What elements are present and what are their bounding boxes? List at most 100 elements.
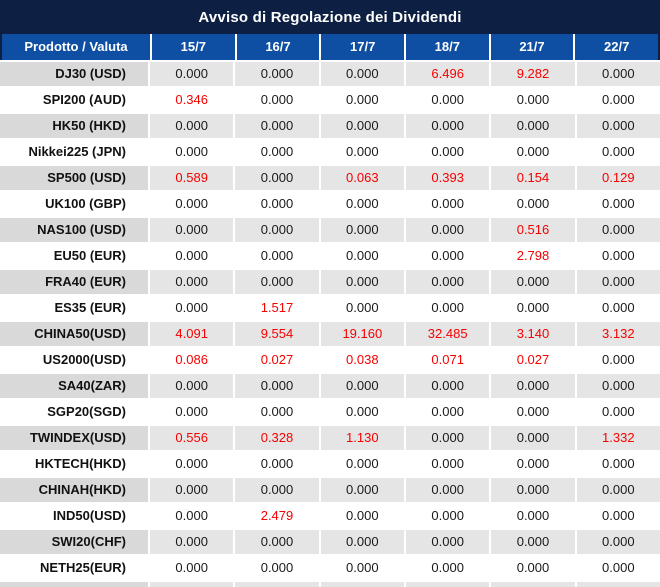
value-cell: 0.000 [576, 88, 660, 112]
product-cell: IND50(USD) [0, 504, 148, 528]
value-cell: 0.000 [150, 374, 234, 398]
table-header-row: Prodotto / Valuta 15/7 16/7 17/7 18/7 21… [0, 34, 660, 60]
value-cell: 0.000 [576, 62, 660, 86]
product-cell: SPI200 (AUD) [0, 88, 148, 112]
value-cell: 3.132 [576, 322, 660, 346]
value-cell: 0.346 [150, 88, 234, 112]
value-cell: 9.554 [235, 322, 319, 346]
column-header-date-5: 21/7 [490, 34, 574, 60]
value-cell: 4.091 [150, 322, 234, 346]
product-cell: SGP20(SGD) [0, 400, 148, 424]
value-cell: 0.000 [576, 452, 660, 476]
table-row: Nikkei225 (JPN) 0.000 0.000 0.000 0.000 0.000… [0, 140, 660, 164]
value-cell: 0.000 [406, 192, 490, 216]
value-cell: 0.000 [150, 530, 234, 554]
product-cell: SP500 (USD) [0, 166, 148, 190]
value-cell: 0.000 [235, 400, 319, 424]
value-cell: 0.000 [491, 374, 575, 398]
value-cell: 0.000 [150, 296, 234, 320]
table-row: UK100 (GBP) 0.000 0.000 0.000 0.000 0.000 0.00… [0, 192, 660, 216]
product-cell: HK50 (HKD) [0, 114, 148, 138]
value-cell: 0.000 [320, 478, 404, 502]
value-cell: 0.000 [320, 452, 404, 476]
value-cell: 0.000 [576, 504, 660, 528]
clipped-next-row-cell [320, 582, 404, 587]
value-cell: 0.000 [406, 452, 490, 476]
value-cell: 0.000 [406, 374, 490, 398]
value-cell: 0.000 [150, 556, 234, 580]
value-cell: 0.000 [491, 452, 575, 476]
value-cell: 0.000 [235, 270, 319, 294]
value-cell: 0.129 [576, 166, 660, 190]
column-header-date-2: 16/7 [236, 34, 320, 60]
value-cell: 0.000 [406, 504, 490, 528]
clipped-next-row-cell [576, 582, 660, 587]
value-cell: 0.000 [235, 556, 319, 580]
value-cell: 0.000 [150, 218, 234, 242]
value-cell: 0.000 [576, 478, 660, 502]
value-cell: 0.000 [235, 374, 319, 398]
clipped-next-row-cell [491, 582, 575, 587]
product-cell: ES35 (EUR) [0, 296, 148, 320]
table-row: SGP20(SGD) 0.000 0.000 0.000 0.000 0.000 0.000 [0, 400, 660, 424]
page-title: Avviso di Regolazione dei Dividendi [198, 8, 462, 26]
value-cell: 0.000 [576, 530, 660, 554]
title-bar: Avviso di Regolazione dei Dividendi [0, 0, 660, 34]
column-header-date-1: 15/7 [152, 34, 235, 60]
table-row: SWI20(CHF) 0.000 0.000 0.000 0.000 0.000 0.000 [0, 530, 660, 554]
value-cell: 0.086 [150, 348, 234, 372]
product-cell: Nikkei225 (JPN) [0, 140, 148, 164]
value-cell: 0.000 [320, 114, 404, 138]
value-cell: 0.000 [150, 400, 234, 424]
value-cell: 0.000 [406, 296, 490, 320]
value-cell: 0.038 [320, 348, 404, 372]
value-cell: 0.000 [150, 452, 234, 476]
value-cell: 0.000 [491, 270, 575, 294]
clipped-next-row [0, 582, 660, 587]
value-cell: 0.556 [150, 426, 234, 450]
product-cell: NETH25(EUR) [0, 556, 148, 580]
value-cell: 0.000 [235, 114, 319, 138]
column-header-date-3: 17/7 [321, 34, 404, 60]
product-cell: CHINAH(HKD) [0, 478, 148, 502]
value-cell: 19.160 [320, 322, 404, 346]
product-cell: US2000(USD) [0, 348, 148, 372]
value-cell: 0.000 [235, 530, 319, 554]
value-cell: 1.332 [576, 426, 660, 450]
column-header-product: Prodotto / Valuta [2, 34, 150, 60]
product-cell: FRA40 (EUR) [0, 270, 148, 294]
value-cell: 0.027 [235, 348, 319, 372]
value-cell: 0.000 [406, 400, 490, 424]
value-cell: 0.000 [235, 478, 319, 502]
clipped-next-row-cell [150, 582, 234, 587]
value-cell: 0.000 [576, 400, 660, 424]
table-row: SPI200 (AUD) 0.346 0.000 0.000 0.000 0.000 0.0… [0, 88, 660, 112]
value-cell: 0.000 [576, 348, 660, 372]
value-cell: 0.000 [235, 62, 319, 86]
product-cell: SA40(ZAR) [0, 374, 148, 398]
value-cell: 0.000 [491, 114, 575, 138]
value-cell: 0.000 [320, 218, 404, 242]
value-cell: 0.000 [320, 88, 404, 112]
product-cell: SWI20(CHF) [0, 530, 148, 554]
product-cell: HKTECH(HKD) [0, 452, 148, 476]
value-cell: 0.000 [320, 504, 404, 528]
value-cell: 0.393 [406, 166, 490, 190]
value-cell: 0.000 [576, 270, 660, 294]
value-cell: 0.000 [406, 530, 490, 554]
value-cell: 0.063 [320, 166, 404, 190]
value-cell: 0.000 [491, 426, 575, 450]
value-cell: 0.000 [320, 296, 404, 320]
clipped-next-row-cell [235, 582, 319, 587]
value-cell: 3.140 [491, 322, 575, 346]
value-cell: 0.154 [491, 166, 575, 190]
table-row: NAS100 (USD) 0.000 0.000 0.000 0.000 0.516 0.0… [0, 218, 660, 242]
clipped-next-row-cell [406, 582, 490, 587]
table-row: HKTECH(HKD) 0.000 0.000 0.000 0.000 0.000 0.00… [0, 452, 660, 476]
table-row: FRA40 (EUR) 0.000 0.000 0.000 0.000 0.000 0.00… [0, 270, 660, 294]
table-row: IND50(USD) 0.000 2.479 0.000 0.000 0.000 0.000 [0, 504, 660, 528]
table-row: SP500 (USD) 0.589 0.000 0.063 0.393 0.154 0.12… [0, 166, 660, 190]
value-cell: 2.479 [235, 504, 319, 528]
table-row: CHINAH(HKD) 0.000 0.000 0.000 0.000 0.000 0.00… [0, 478, 660, 502]
